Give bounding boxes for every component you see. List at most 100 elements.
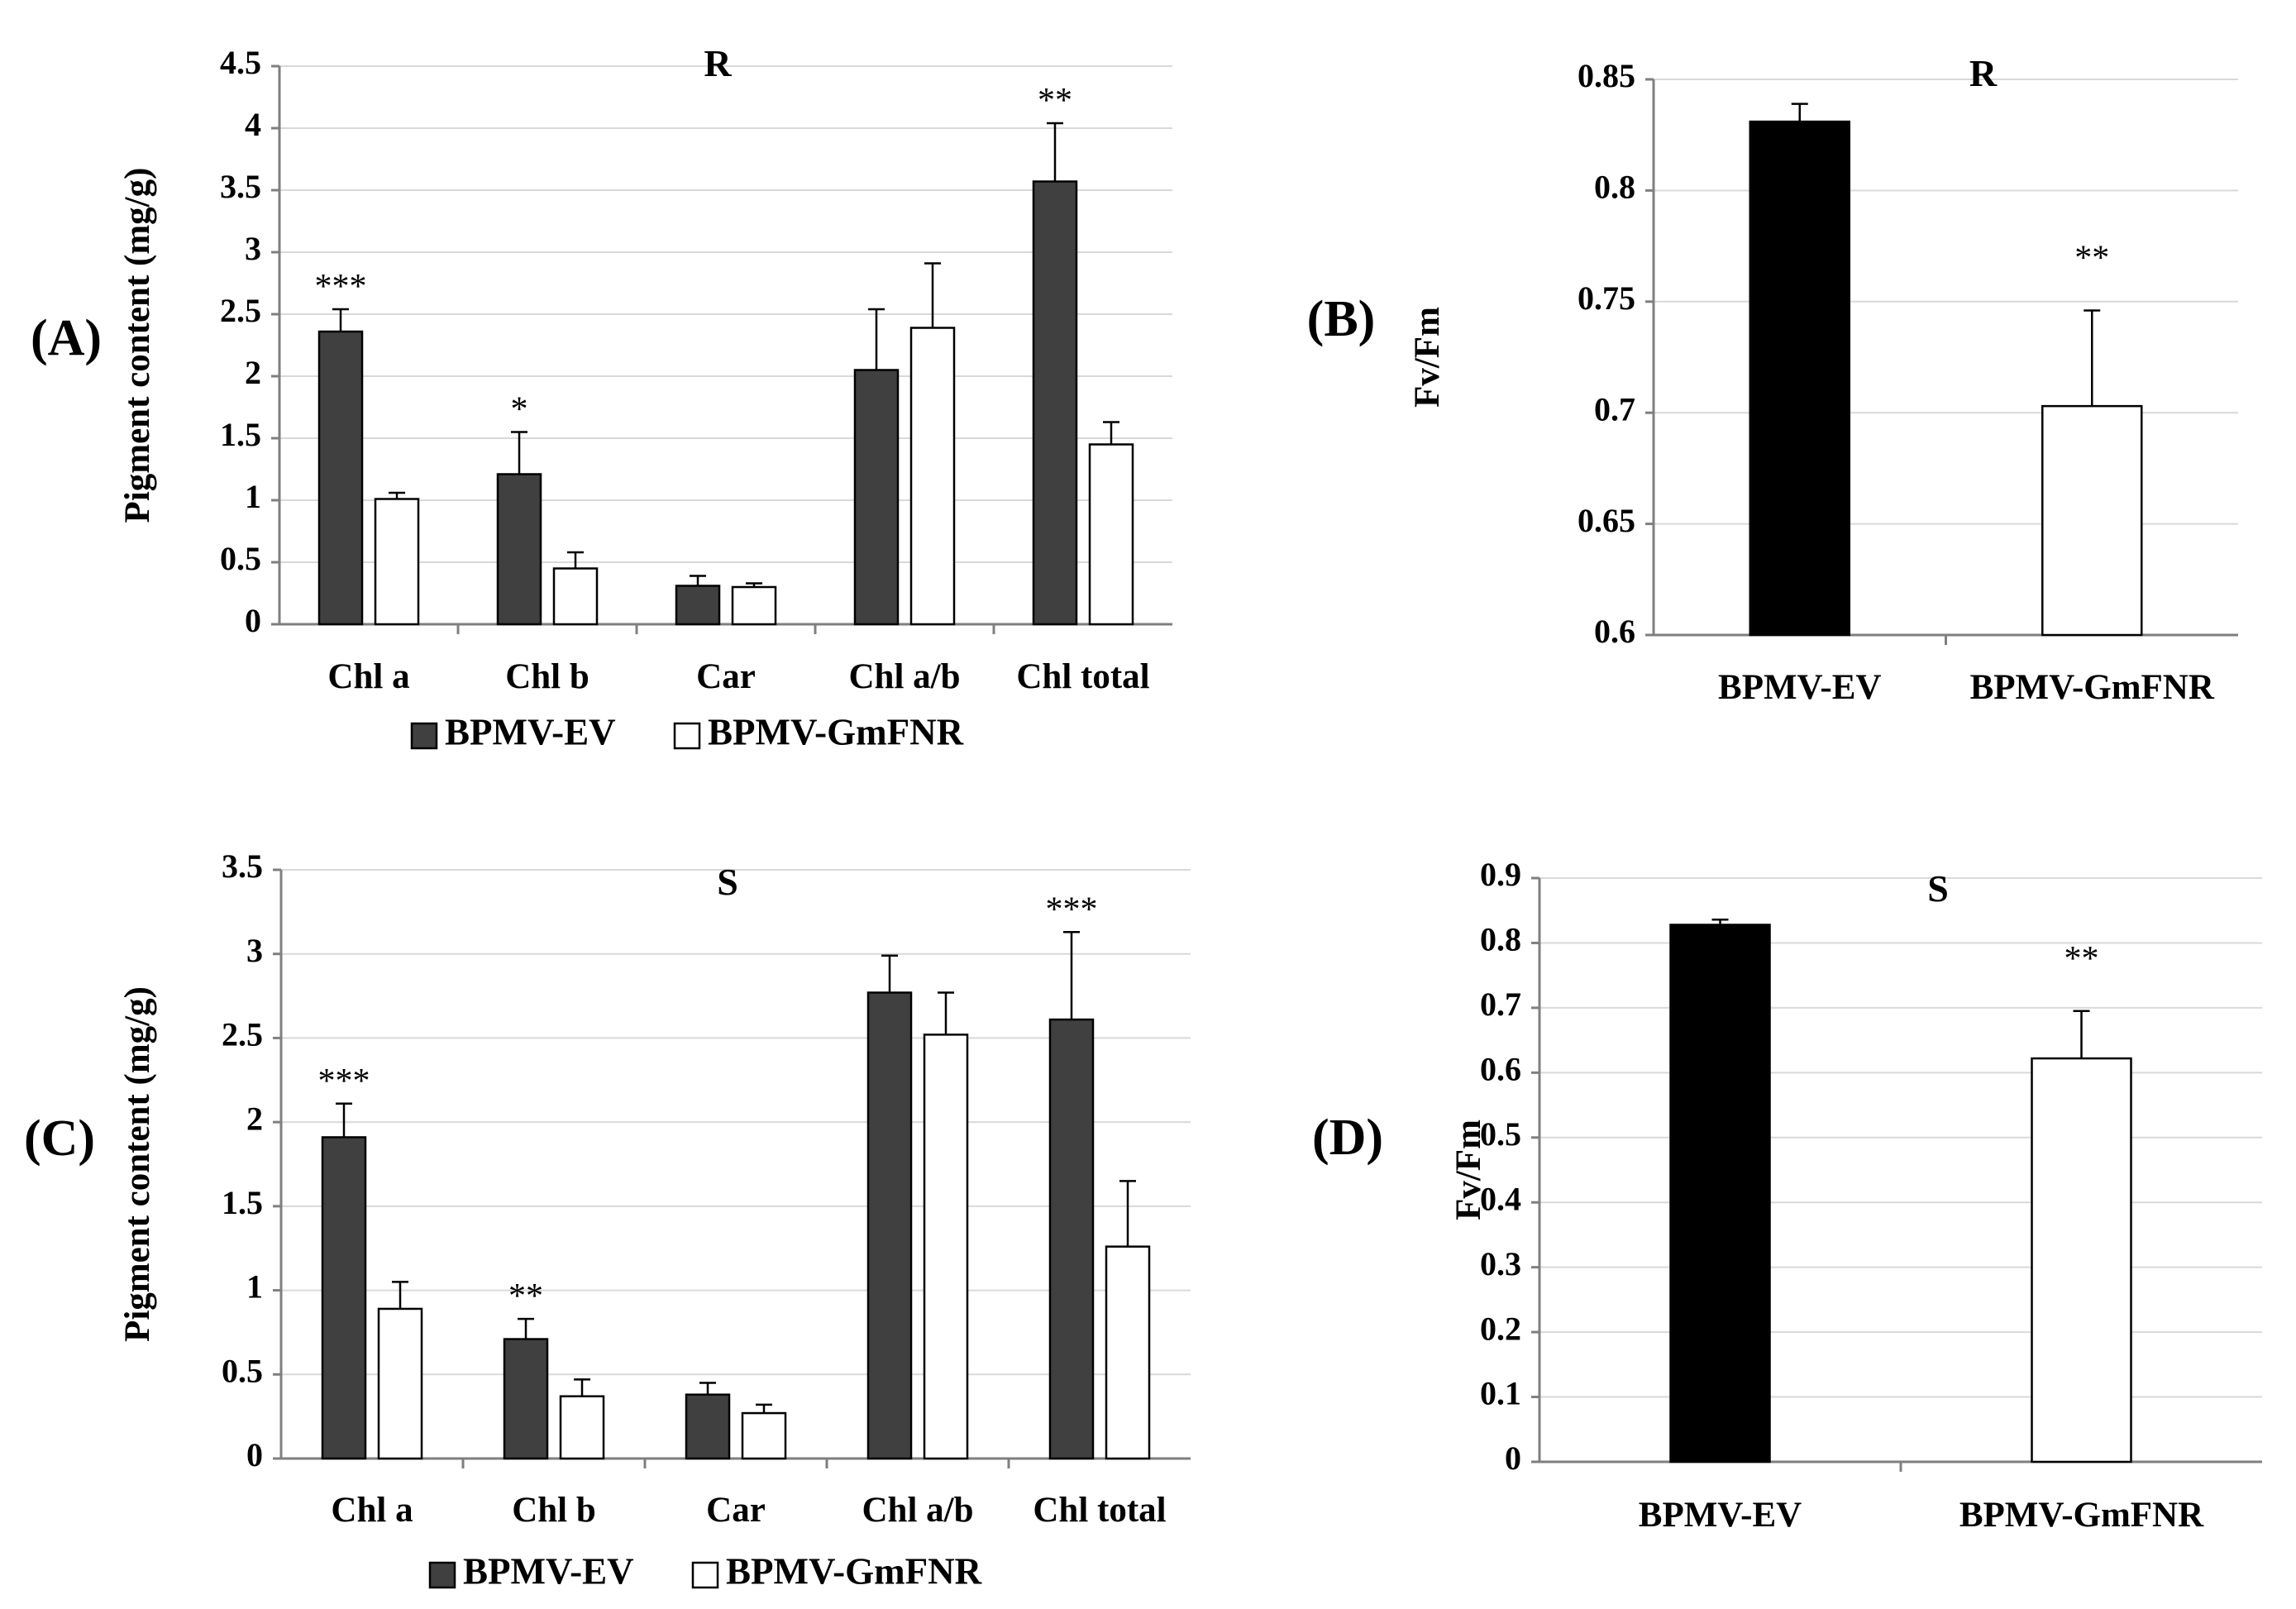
y-tick-label: 1	[246, 1268, 263, 1306]
y-tick-label: 0	[1505, 1440, 1521, 1477]
y-tick-label: 0.65	[1578, 502, 1635, 539]
y-tick-label: 0.3	[1480, 1245, 1521, 1282]
legend-swatch-gmfnr	[673, 722, 701, 750]
x-tick-label: Chl total	[1033, 1491, 1166, 1530]
y-tick-label: 0	[245, 602, 261, 639]
y-tick-label: 2	[246, 1100, 263, 1137]
y-tick-label: 0	[246, 1436, 263, 1473]
x-tick-label: Chl a	[327, 657, 409, 696]
y-tick-label: 0.2	[1480, 1310, 1521, 1347]
y-tick-label: 0.7	[1480, 986, 1521, 1023]
significance-marker: ***	[1046, 890, 1098, 929]
bar-ev	[1749, 120, 1850, 637]
legend-swatch-ev	[428, 1561, 456, 1589]
y-tick-label: 1.5	[222, 1184, 263, 1221]
bar-ev-0	[317, 330, 364, 626]
x-tick-label: Car	[696, 657, 756, 696]
bar-ev-2	[685, 1393, 731, 1460]
legend-label-ev: BPMV-EV	[445, 711, 616, 752]
panel-title: R	[1969, 52, 1998, 94]
chart-panel-a: 0 0.5 1 1.5 2 2.5 3 3.5 4 4.5 (A) R Pigment content …	[31, 42, 1172, 752]
bar-gmfnr-0	[377, 1307, 423, 1460]
significance-marker: **	[2074, 240, 2109, 278]
bar-gmfnr	[2031, 1057, 2132, 1463]
y-tick-label: 4	[245, 106, 261, 143]
bar-ev-0	[321, 1136, 367, 1460]
panel-title: S	[717, 861, 738, 903]
legend-label-gmfnr: BPMV-GmFNR	[708, 711, 964, 752]
legend-swatch-ev	[410, 722, 438, 750]
significance-marker: **	[508, 1277, 543, 1315]
bar-ev-4	[1048, 1018, 1095, 1460]
bar-gmfnr-4	[1105, 1245, 1151, 1460]
significance-marker: **	[2064, 940, 2099, 978]
x-tick-label: Chl b	[512, 1491, 596, 1530]
significance-marker: **	[1038, 82, 1072, 120]
y-tick-label: 0.5	[220, 540, 261, 577]
legend-label-gmfnr: BPMV-GmFNR	[726, 1550, 982, 1592]
panel-label: (A)	[31, 310, 102, 366]
y-tick-label: 2	[245, 354, 261, 391]
y-tick-label: 0.1	[1480, 1375, 1521, 1412]
bar-ev-2	[675, 585, 721, 626]
panel-label: (C)	[24, 1110, 95, 1167]
significance-marker: ***	[318, 1062, 370, 1101]
chart-panel-d: 0 0.1 0.2 0.3 0.4 0.5 0.6 0.7 0.8 0.9 (D) S Fv/Fm BPM…	[1312, 856, 2262, 1535]
y-tick-label: 3	[245, 230, 261, 267]
bar-gmfnr-0	[374, 498, 420, 626]
bar-ev-4	[1032, 180, 1078, 626]
y-axis-label: Pigment content (mg/g)	[118, 986, 157, 1342]
y-tick-label: 1	[245, 478, 261, 515]
chart-panel-c: 0 0.5 1 1.5 2 2.5 3 3.5 (C) S Pigment content (mg/…	[24, 847, 1191, 1592]
y-tick-label: 2.5	[220, 292, 261, 329]
x-tick-label: Car	[706, 1491, 766, 1530]
y-tick-label: 4.5	[220, 44, 261, 81]
y-tick-label: 2.5	[222, 1016, 263, 1053]
legend-swatch-gmfnr	[691, 1561, 719, 1589]
bar-ev-3	[866, 991, 913, 1460]
y-tick-label: 0.6	[1594, 613, 1635, 650]
bar-ev-1	[503, 1338, 549, 1460]
y-tick-label: 0.7	[1594, 390, 1635, 427]
bar-gmfnr-2	[741, 1411, 787, 1460]
y-axis-label: Pigment content (mg/g)	[118, 168, 157, 523]
significance-marker: *	[511, 391, 528, 429]
bar-gmfnr-2	[731, 585, 777, 626]
panel-title: R	[704, 42, 732, 84]
y-tick-label: 0.4	[1480, 1180, 1521, 1217]
panel-label: (B)	[1307, 291, 1376, 347]
x-tick-label: Chl a	[331, 1491, 413, 1530]
bar-gmfnr-3	[923, 1034, 969, 1460]
y-tick-label: 3.5	[220, 168, 261, 205]
x-tick-label: BPMV-GmFNR	[1959, 1496, 2204, 1535]
y-tick-label: 3.5	[222, 847, 263, 885]
x-tick-label: BPMV-EV	[1639, 1496, 1802, 1535]
panel-title: S	[1927, 867, 1949, 910]
y-axis-label: Fv/Fm	[1449, 1120, 1488, 1220]
chart-panel-b: 0.6 0.65 0.7 0.75 0.8 0.85 (B) R Fv/Fm BPMV-EV BPM…	[1307, 52, 2238, 707]
bar-gmfnr-1	[559, 1395, 605, 1460]
y-tick-label: 0.75	[1578, 279, 1635, 317]
y-axis-label: Fv/Fm	[1408, 307, 1447, 408]
x-tick-label: BPMV-GmFNR	[1970, 668, 2215, 707]
x-tick-label: Chl a/b	[848, 657, 960, 696]
x-tick-label: Chl total	[1016, 657, 1149, 696]
bar-ev-3	[853, 369, 900, 626]
y-tick-label: 0.8	[1594, 169, 1635, 206]
y-tick-label: 0.9	[1480, 856, 1521, 893]
x-tick-label: Chl b	[505, 657, 590, 696]
y-tick-label: 0.6	[1480, 1051, 1521, 1088]
y-tick-label: 0.5	[1480, 1115, 1521, 1153]
y-tick-label: 0.5	[222, 1352, 263, 1389]
bar-gmfnr-4	[1088, 443, 1134, 626]
x-tick-label: Chl a/b	[862, 1491, 973, 1530]
y-tick-label: 0.85	[1578, 57, 1635, 94]
x-tick-label: BPMV-EV	[1718, 668, 1881, 707]
y-tick-label: 0.8	[1480, 921, 1521, 958]
bar-ev-1	[496, 473, 542, 626]
significance-marker: ***	[315, 268, 367, 306]
legend-label-ev: BPMV-EV	[463, 1550, 634, 1592]
panel-label: (D)	[1312, 1110, 1383, 1166]
y-tick-label: 3	[246, 932, 263, 969]
